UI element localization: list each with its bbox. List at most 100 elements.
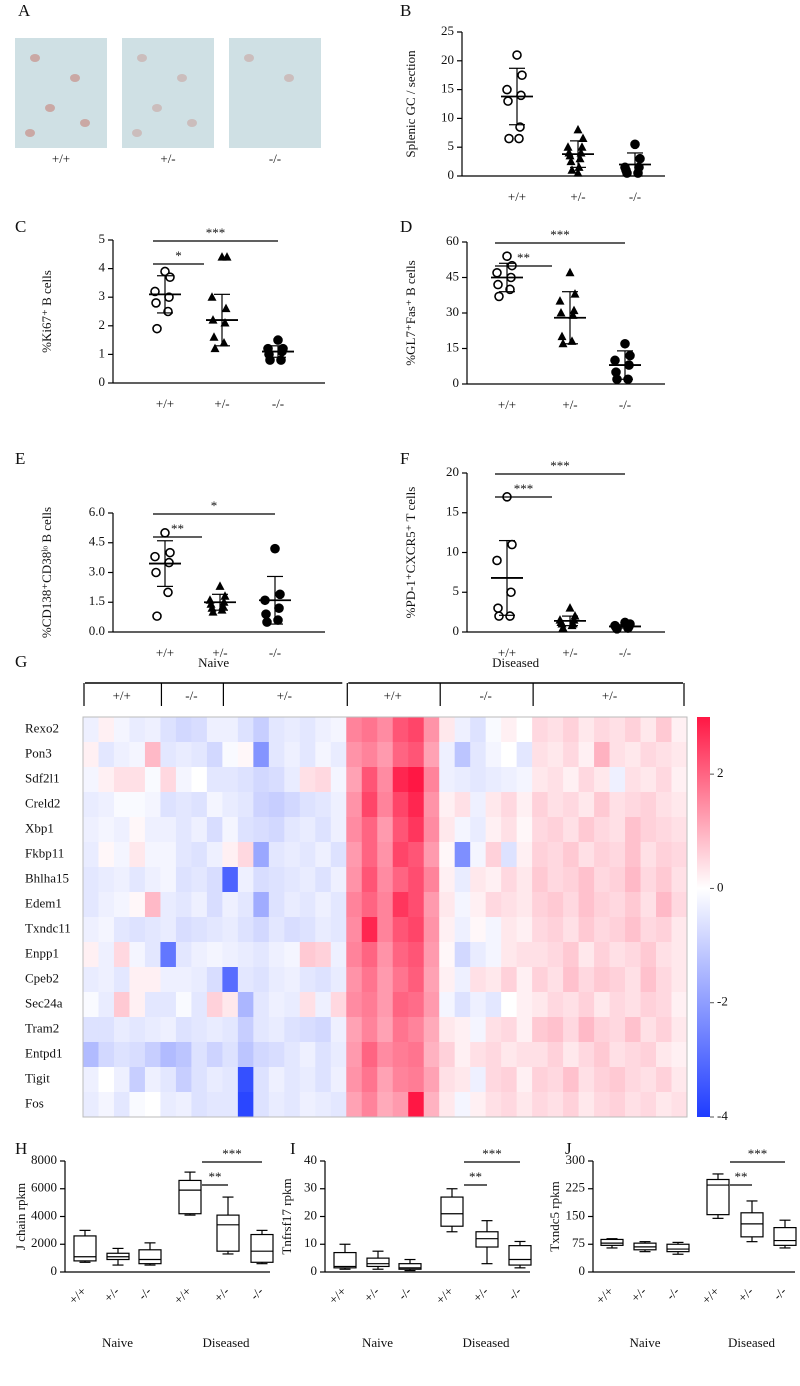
heatmap-cell bbox=[377, 892, 394, 918]
heatmap-cell bbox=[299, 967, 316, 993]
y-axis-label: J chain rpkm bbox=[13, 1183, 28, 1250]
box bbox=[508, 1245, 532, 1266]
heatmap-cell bbox=[237, 767, 254, 793]
heatmap-cell bbox=[315, 892, 332, 918]
x-tick-label: +/- bbox=[212, 645, 227, 660]
heatmap-cell bbox=[222, 842, 239, 868]
heatmap-cell bbox=[160, 717, 177, 743]
y-tick-label: 4 bbox=[99, 260, 106, 275]
heatmap-cell bbox=[98, 1017, 115, 1043]
heatmap-cell bbox=[253, 1092, 270, 1118]
heatmap-cell bbox=[594, 742, 610, 768]
heatmap-cell bbox=[423, 842, 440, 868]
heatmap-cell bbox=[532, 1017, 549, 1043]
heatmap-cell bbox=[547, 1017, 564, 1043]
heatmap-cell bbox=[361, 792, 378, 818]
heatmap-cell bbox=[578, 1067, 595, 1093]
heatmap-cell bbox=[656, 842, 672, 868]
heatmap-cell bbox=[563, 892, 579, 918]
significance-label: *** bbox=[206, 225, 226, 240]
significance-label: *** bbox=[514, 481, 534, 496]
gene-label: Sdf2l1 bbox=[25, 770, 60, 785]
subgroup-label: +/+ bbox=[113, 688, 131, 703]
panel-letter: E bbox=[15, 449, 25, 468]
heatmap-cell bbox=[470, 867, 487, 893]
x-tick-label: -/- bbox=[629, 189, 641, 204]
heatmap-cell bbox=[191, 717, 208, 743]
heatmap-cell bbox=[175, 892, 192, 918]
heatmap-cell bbox=[284, 867, 301, 893]
heatmap-cell bbox=[516, 892, 533, 918]
x-tick-label: +/- bbox=[562, 645, 577, 660]
heatmap-cell bbox=[113, 942, 130, 968]
heatmap-cell bbox=[671, 967, 688, 993]
heatmap-cell bbox=[222, 1017, 239, 1043]
heatmap-cell bbox=[191, 1017, 208, 1043]
heatmap-cell bbox=[175, 1092, 192, 1118]
heatmap-cell bbox=[315, 717, 332, 743]
x-tick-label: -/- bbox=[770, 1284, 789, 1303]
heatmap-cell bbox=[609, 717, 626, 743]
data-point bbox=[574, 162, 584, 171]
heatmap-cell bbox=[315, 1017, 332, 1043]
heatmap-cell bbox=[330, 942, 347, 968]
heatmap-cell bbox=[485, 842, 502, 868]
heatmap-cell bbox=[501, 892, 518, 918]
heatmap-cell bbox=[299, 717, 316, 743]
heatmap-cell bbox=[113, 892, 130, 918]
gene-label: Tram2 bbox=[25, 1020, 59, 1035]
heatmap-cell bbox=[485, 892, 502, 918]
heatmap-cell bbox=[656, 942, 672, 968]
x-tick-label: +/+ bbox=[498, 645, 516, 660]
heatmap-cell bbox=[98, 717, 115, 743]
y-axis-label: Tnfrsf17 rpkm bbox=[279, 1178, 294, 1254]
heatmap-cell bbox=[501, 767, 518, 793]
heatmap-cell bbox=[160, 942, 177, 968]
heatmap-cell bbox=[129, 967, 146, 993]
y-tick-label: 20 bbox=[304, 1207, 317, 1222]
heatmap-cell bbox=[501, 842, 518, 868]
gene-label: Sec24a bbox=[25, 995, 63, 1010]
heatmap-cell bbox=[547, 817, 564, 843]
heatmap-cell bbox=[237, 742, 254, 768]
heatmap-cell bbox=[470, 992, 487, 1018]
heatmap-cell bbox=[191, 1067, 208, 1093]
gene-label: Cpeb2 bbox=[25, 970, 59, 985]
heatmap-cell bbox=[392, 967, 409, 993]
heatmap-cell bbox=[547, 917, 564, 943]
heatmap-cell bbox=[594, 917, 610, 943]
heatmap-cell bbox=[516, 1042, 533, 1068]
heatmap-cell bbox=[516, 992, 533, 1018]
y-tick-label: 8000 bbox=[31, 1152, 57, 1167]
heatmap-cell bbox=[315, 867, 332, 893]
germinal-center bbox=[25, 129, 35, 137]
heatmap-cell bbox=[361, 742, 378, 768]
heatmap-cell bbox=[83, 767, 99, 793]
heatmap-cell bbox=[609, 792, 626, 818]
heatmap-cell bbox=[206, 1092, 223, 1118]
y-tick-label: 5 bbox=[448, 138, 455, 153]
heatmap-cell bbox=[516, 917, 533, 943]
y-tick-label: 60 bbox=[446, 233, 459, 248]
heatmap-cell bbox=[625, 942, 641, 968]
heatmap-cell bbox=[361, 992, 378, 1018]
heatmap-cell bbox=[284, 892, 301, 918]
heatmap-cell bbox=[191, 742, 208, 768]
heatmap-cell bbox=[222, 867, 239, 893]
heatmap-cell bbox=[253, 1042, 270, 1068]
heatmap-cell bbox=[253, 767, 270, 793]
heatmap-cell bbox=[671, 742, 688, 768]
heatmap-cell bbox=[439, 992, 456, 1018]
germinal-center bbox=[45, 104, 55, 112]
heatmap-cell bbox=[284, 917, 301, 943]
data-point bbox=[566, 156, 576, 166]
heatmap-cell bbox=[284, 1042, 301, 1068]
panel-letter: A bbox=[18, 1, 31, 20]
heatmap-cell bbox=[206, 792, 223, 818]
heatmap-cell bbox=[361, 767, 378, 793]
heatmap-cell bbox=[113, 767, 130, 793]
gene-label: Edem1 bbox=[25, 895, 62, 910]
heatmap-cell bbox=[470, 717, 487, 743]
heatmap-cell bbox=[501, 992, 518, 1018]
